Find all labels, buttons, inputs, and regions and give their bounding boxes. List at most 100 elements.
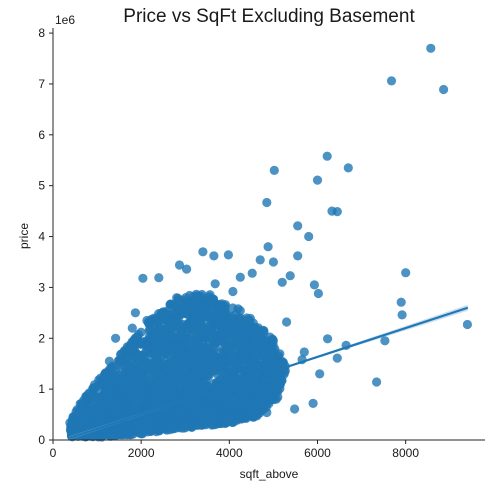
scatter-point [304,232,313,241]
cloud-point [277,357,286,366]
cloud-point [173,340,182,349]
cloud-point [154,359,163,368]
cloud-point [117,429,126,438]
cloud-point [98,376,107,385]
scatter-point [380,336,389,345]
cloud-point [190,403,199,412]
cloud-point [151,344,160,353]
cloud-point [255,330,264,339]
cloud-point [156,325,165,334]
scatter-point [76,410,85,419]
cloud-point [188,323,197,332]
cloud-point [194,419,203,428]
scatter-point [84,407,93,416]
cloud-point [208,297,217,306]
cloud-point [214,336,223,345]
scatter-point [128,324,137,333]
cloud-point [185,299,194,308]
scatter-point [269,336,278,345]
cloud-point [118,396,127,405]
cloud-point [178,403,187,412]
cloud-point [202,358,211,367]
cloud-point [141,382,150,391]
cloud-point [177,390,186,399]
cloud-point [176,324,185,333]
x-axis-label: sqft_above [240,467,299,481]
cloud-point [138,351,147,360]
scatter-point [313,176,322,185]
cloud-point [105,365,114,374]
cloud-point [132,337,141,346]
cloud-point [148,367,157,376]
scatter-point [439,85,448,94]
y-tick-label: 8 [38,26,45,40]
cloud-point [218,304,227,313]
cloud-point [185,357,194,366]
x-tick-label: 0 [50,446,57,460]
cloud-point [126,362,135,371]
scatter-point [211,279,220,288]
y-tick-label: 3 [38,280,45,294]
scatter-point [315,369,324,378]
scatter-point [262,198,271,207]
scatter-point [269,257,278,266]
y-tick-label: 2 [38,331,45,345]
cloud-point [275,371,284,380]
cloud-point [228,303,237,312]
cloud-point [102,384,111,393]
scatter-point [342,341,351,350]
scatter-point [262,408,271,417]
cloud-point [190,314,199,323]
cloud-point [197,380,206,389]
cloud-point [125,376,134,385]
y-tick-label: 7 [38,77,45,91]
y-axis-label: price [17,223,31,249]
cloud-point [149,422,158,431]
cloud-point [196,343,205,352]
scatter-point [131,308,140,317]
scatter-point [293,221,302,230]
scatter-point [256,255,265,264]
cloud-point [247,346,256,355]
cloud-point [245,365,254,374]
scatter-point [426,44,435,53]
cloud-point [232,353,241,362]
scatter-point [323,334,332,343]
cloud-point [202,306,211,315]
cloud-point [245,316,254,325]
x-tick-label: 6000 [304,446,331,460]
y-tick-label: 5 [38,179,45,193]
chart-title: Price vs SqFt Excluding Basement [123,6,415,27]
cloud-point [229,396,238,405]
cloud-point [128,394,137,403]
y-tick-label: 4 [38,230,45,244]
scatter-point [209,251,218,260]
scatter-point [142,316,151,325]
cloud-point [264,359,273,368]
y-offset-label: 1e6 [55,13,75,27]
scatter-point [282,317,291,326]
point-cloud [65,290,290,442]
cloud-point [116,354,125,363]
cloud-point [142,394,151,403]
cloud-point [217,395,226,404]
cloud-point [161,385,170,394]
cloud-point [91,415,100,424]
scatter-point [286,271,295,280]
scatter-point [333,354,342,363]
scatter-point [333,207,342,216]
cloud-point [166,335,175,344]
cloud-point [121,386,130,395]
cloud-point [194,301,203,310]
cloud-point [170,357,179,366]
scatter-point [310,280,319,289]
cloud-point [218,313,227,322]
scatter-point [154,273,163,282]
x-tick-label: 4000 [216,446,243,460]
y-tick-label: 1 [38,382,45,396]
x-tick-label: 2000 [128,446,155,460]
cloud-point [183,421,192,430]
scatter-point [198,247,207,256]
scatter-point [314,289,323,298]
scatter-point [264,242,273,251]
